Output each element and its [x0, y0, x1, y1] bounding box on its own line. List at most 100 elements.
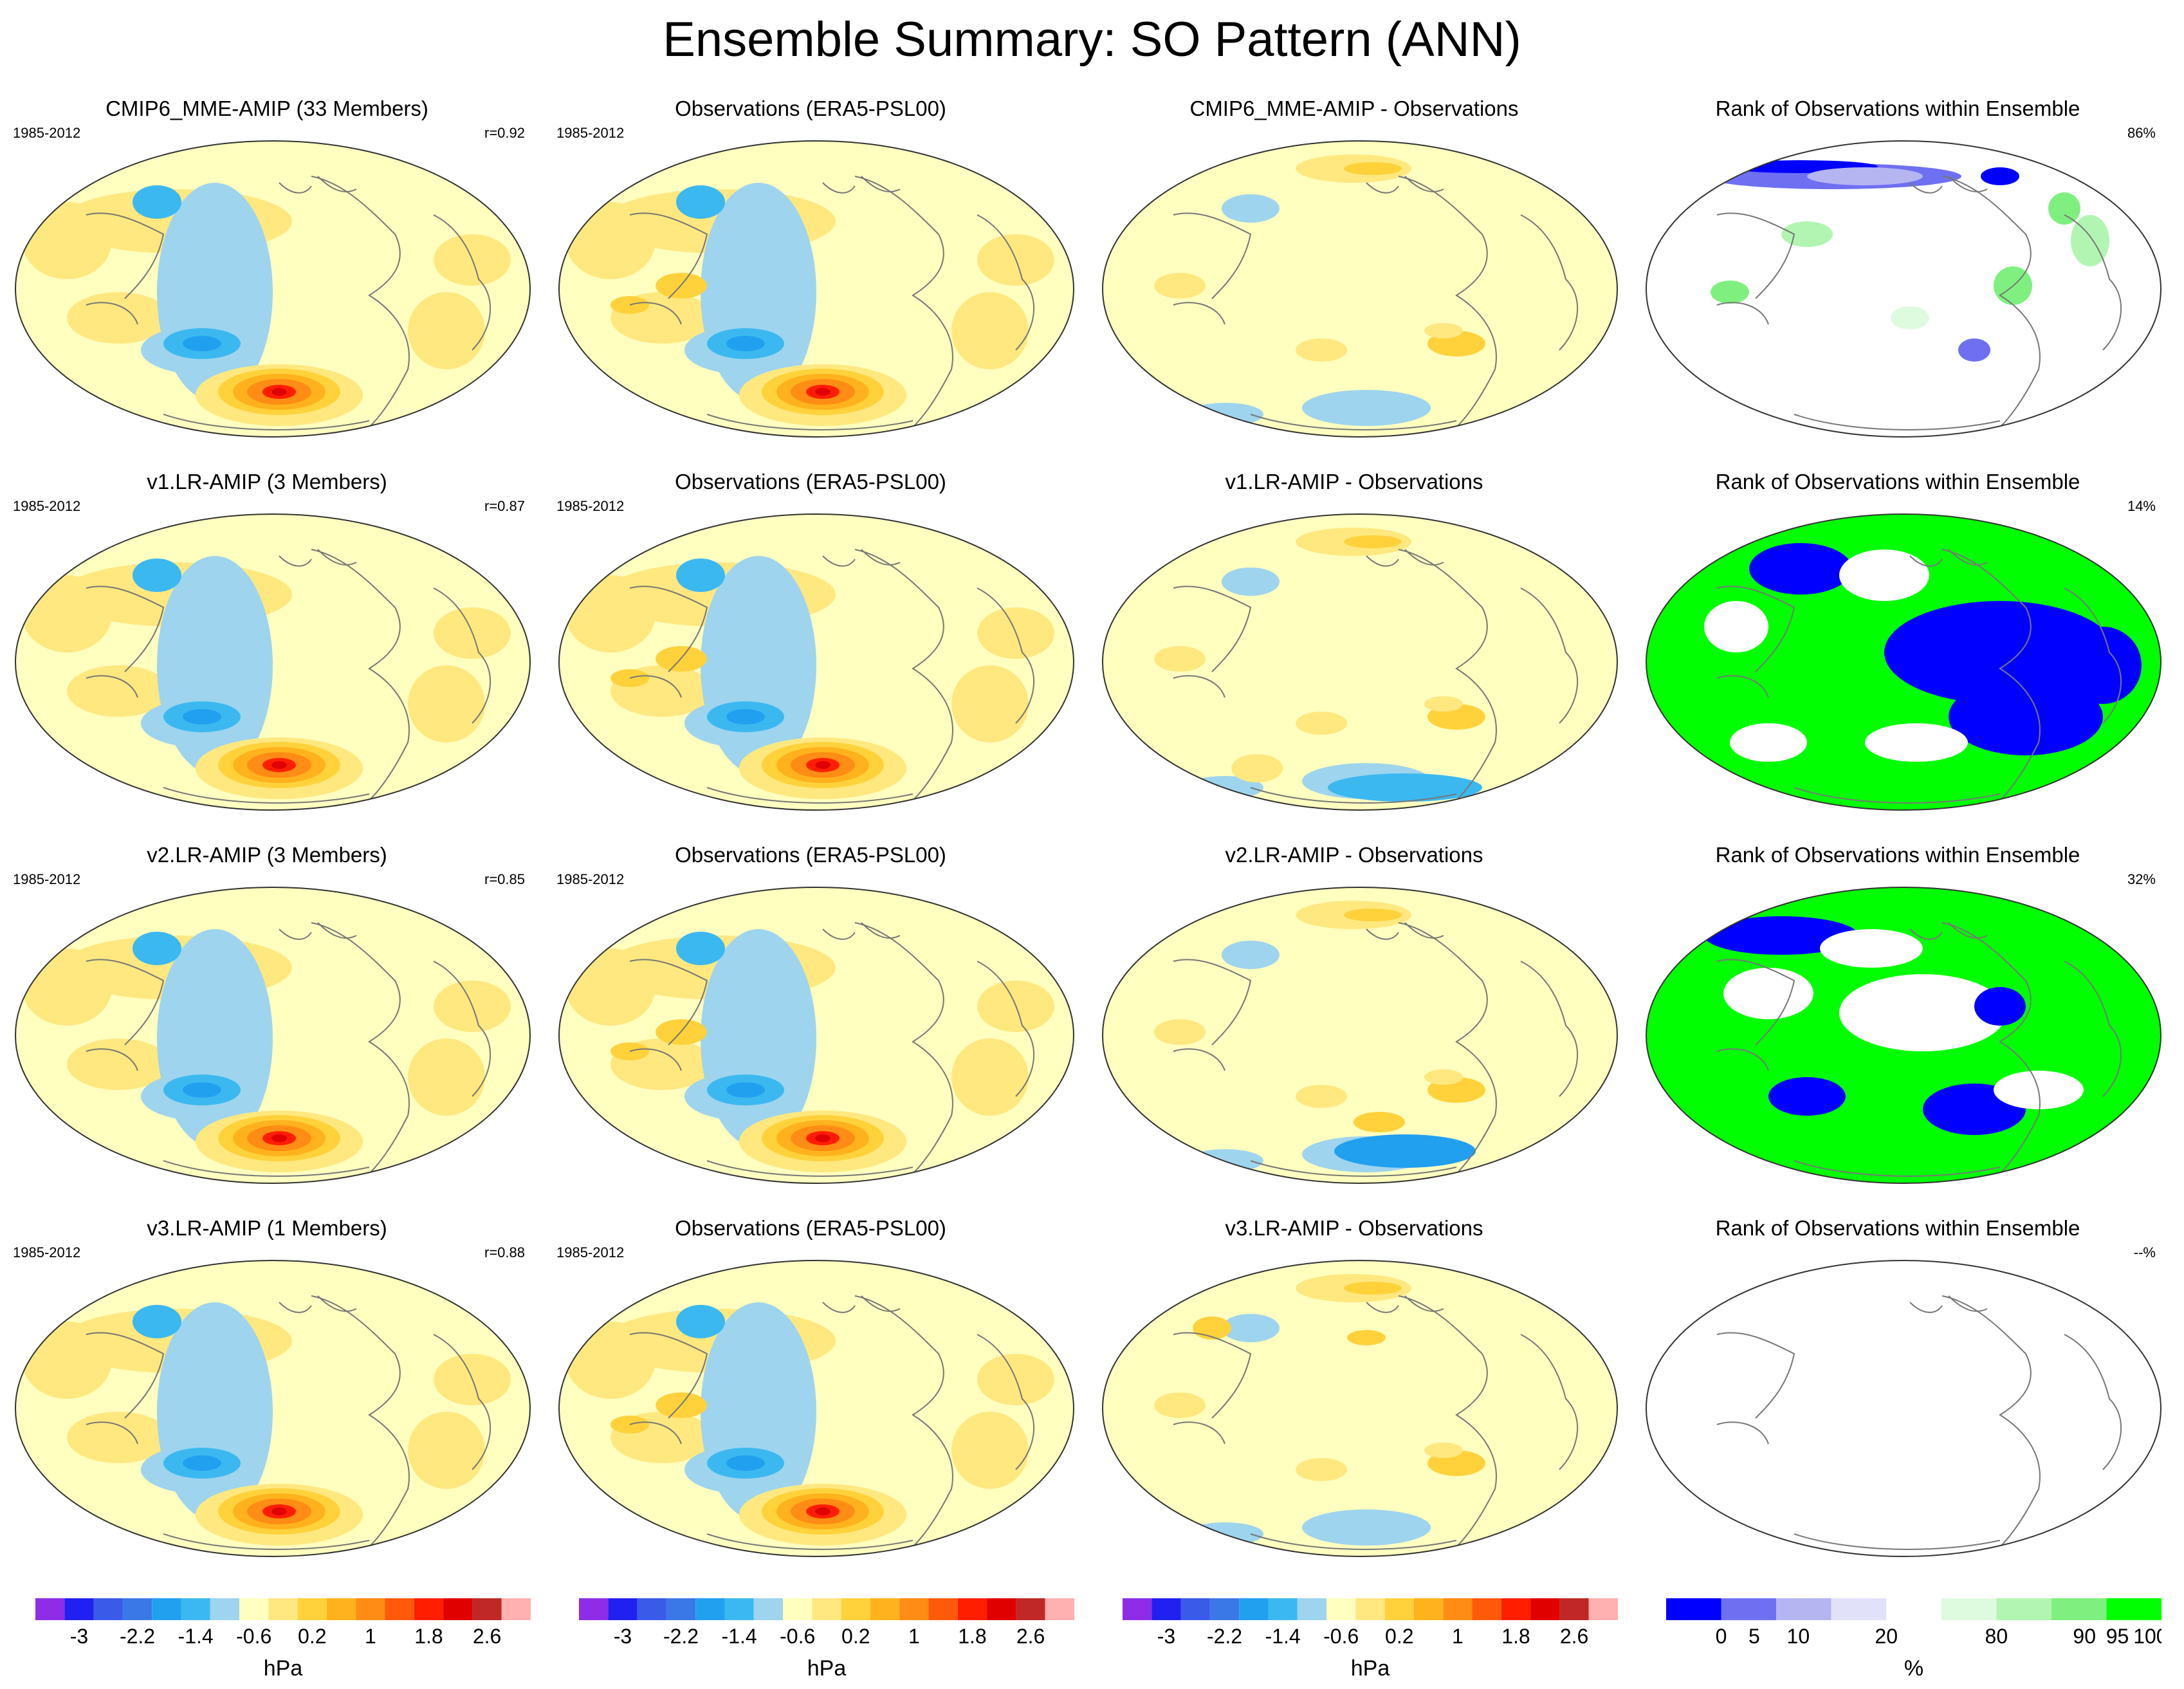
rank-percent-label: --% [2133, 1244, 2156, 1260]
world-map [1102, 140, 1618, 438]
coastline [629, 1332, 708, 1444]
colorbar-unit: hPa [1350, 1656, 1390, 1681]
contour-region [133, 932, 181, 965]
contour-region [676, 1305, 725, 1338]
coastline [1909, 176, 1988, 194]
rank-region [1807, 167, 1923, 185]
contour-region [133, 558, 181, 592]
colorbar-tick-label: 80 [1985, 1625, 2008, 1648]
contour-region [1193, 1316, 1231, 1340]
coastline [86, 586, 165, 698]
rank-region [1865, 723, 1968, 762]
coastline [433, 214, 491, 351]
coastline [311, 176, 410, 428]
panel-model: CMIP6_MME-AMIP (33 Members) 1985-2012 r=0.… [0, 97, 534, 444]
rank-region [1958, 338, 1990, 362]
period-label: 1985-2012 [13, 871, 81, 887]
colorbar-swatch [666, 1598, 696, 1620]
colorbar-tick-label: -1.4 [178, 1625, 214, 1648]
colorbar-swatch [1239, 1598, 1269, 1620]
colorbar-swatch [812, 1598, 841, 1620]
rank-region [1949, 678, 2103, 755]
colorbar-swatch [1016, 1598, 1045, 1620]
coastline [279, 1295, 357, 1313]
coastline [977, 1334, 1035, 1470]
contour-region [408, 1038, 485, 1116]
colorbar-tick-label: 10 [1787, 1625, 1810, 1648]
coastline [1794, 787, 2001, 804]
coastline [163, 787, 370, 804]
correlation-label: r=0.92 [484, 125, 525, 141]
colorbar-tick-label: 1.8 [958, 1625, 986, 1648]
colorbar-tick-label: 1.8 [1501, 1625, 1530, 1648]
contour-region [67, 1038, 170, 1090]
contour-region [1344, 162, 1402, 175]
colorbar-tick-label: 2.6 [473, 1625, 501, 1648]
coastline [86, 1332, 165, 1444]
rank-percent-label: 14% [2127, 498, 2156, 514]
coastline [279, 176, 357, 194]
coastline [1173, 1332, 1252, 1444]
coastline [2064, 214, 2122, 351]
colorbar-tick-label: -1.4 [1265, 1625, 1301, 1648]
map-border [558, 513, 1074, 811]
coastline [1794, 414, 2001, 430]
colorbar-unit: hPa [263, 1656, 303, 1681]
coastline [86, 959, 165, 1071]
coastline [1941, 922, 2041, 1174]
coastline [163, 414, 370, 430]
map-border [1102, 140, 1618, 438]
panel-title: v3.LR-AMIP (1 Members) [147, 1216, 387, 1240]
contour-region [815, 761, 830, 769]
contour-region [1222, 941, 1280, 969]
map-border [1102, 887, 1618, 1184]
world-map [558, 887, 1074, 1184]
contour-region [726, 1082, 765, 1098]
period-label: 1985-2012 [556, 871, 625, 887]
contour-region [1296, 1085, 1347, 1108]
colorbar-swatch [64, 1598, 94, 1620]
coastline [279, 922, 357, 940]
contour-region [1302, 390, 1431, 426]
coastline [1520, 587, 1579, 724]
colorbar-swatch [326, 1598, 356, 1620]
coastline [1716, 1332, 1795, 1444]
colorbar-tick-label: 2.6 [1560, 1625, 1588, 1648]
colorbar-tick-label: 1 [908, 1625, 920, 1648]
coastline [854, 176, 953, 428]
contour-region [815, 388, 830, 396]
colorbar-tick-label: -0.6 [780, 1625, 815, 1648]
world-map [1646, 887, 2161, 1184]
contour-region [1154, 1019, 1206, 1045]
rank-region [1704, 916, 1858, 955]
rank-region [2048, 192, 2080, 225]
contour-region [408, 292, 485, 369]
coastline [1250, 1533, 1457, 1550]
rank-region [1839, 549, 1929, 601]
coastline [1366, 922, 1444, 940]
panel-title: Observations (ERA5-PSL00) [675, 470, 946, 494]
coastline [1173, 586, 1252, 698]
colorbar-swatch [783, 1598, 812, 1620]
colorbar-swatch [356, 1598, 385, 1620]
coastline [311, 922, 410, 1174]
coastline [86, 212, 165, 325]
colorbar-swatch [637, 1598, 666, 1620]
colorbar-swatch [1996, 1598, 2051, 1620]
contour-region [183, 709, 221, 725]
contour-region [676, 185, 725, 219]
colorbar-swatch [579, 1598, 609, 1620]
panel-title: Observations (ERA5-PSL00) [675, 843, 946, 867]
panel-title: CMIP6_MME-AMIP (33 Members) [106, 97, 428, 120]
coastline [629, 586, 708, 698]
coastline [1366, 1295, 1444, 1313]
contour-region [1344, 909, 1402, 921]
colorbar-swatch [35, 1598, 65, 1620]
colorbar-tick-label: 1 [365, 1625, 376, 1648]
coastline [163, 1160, 370, 1177]
world-map [15, 887, 531, 1184]
contour-region [1154, 646, 1206, 672]
contour-region [183, 336, 221, 351]
coastline [706, 414, 913, 430]
coastline [1909, 1295, 1988, 1313]
